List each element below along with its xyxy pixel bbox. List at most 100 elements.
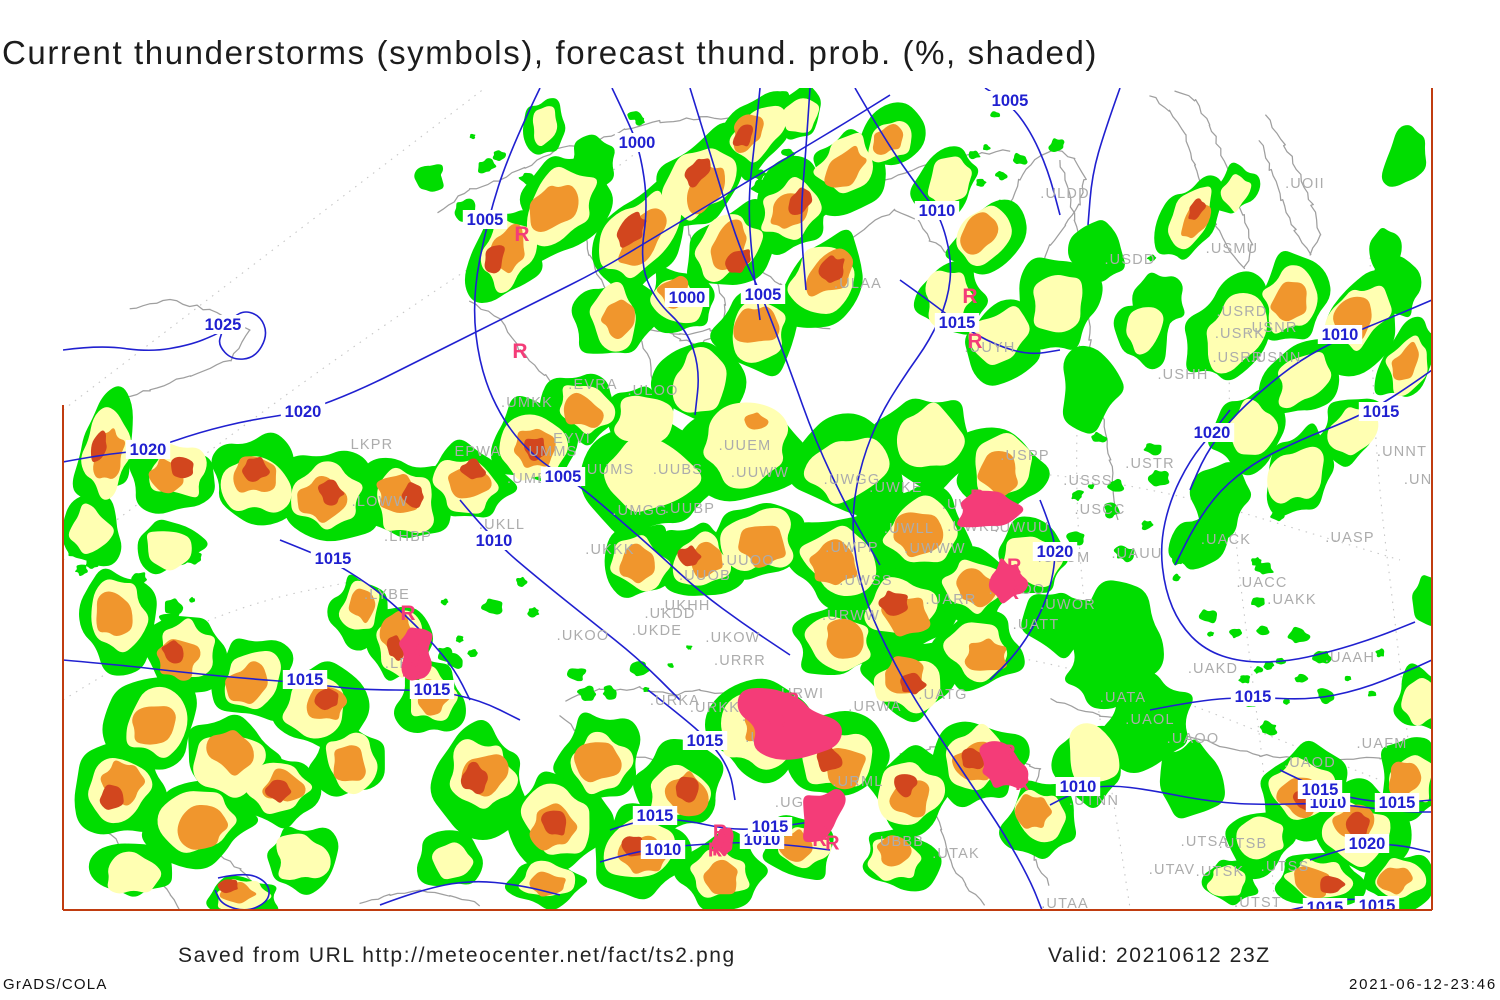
prob-speckle xyxy=(492,150,507,161)
isobar-label: 1015 xyxy=(287,671,324,689)
prob-speckle xyxy=(781,148,796,159)
prob-speckle xyxy=(447,653,463,669)
prob-blob xyxy=(386,635,406,661)
prob-speckle xyxy=(1076,231,1095,246)
prob-blob xyxy=(956,568,998,608)
station-label: .UKLL xyxy=(479,517,525,533)
station-label: .UWUU xyxy=(994,520,1049,536)
prob-speckle xyxy=(1146,254,1157,262)
prob-blob xyxy=(317,479,345,506)
thunderstorm-icon: R xyxy=(986,499,1001,521)
prob-speckle xyxy=(968,150,981,160)
isobar-label-box xyxy=(640,840,686,859)
prob-speckle xyxy=(1259,720,1278,736)
prob-blob xyxy=(177,804,229,850)
isobar-label-box xyxy=(1032,542,1078,561)
station-label: .USMU xyxy=(1206,241,1259,257)
station-label: .UWSS xyxy=(839,573,893,589)
station-label: .UUYH xyxy=(964,340,1015,356)
isobar-line xyxy=(800,88,811,291)
thunderstorm-icon: R xyxy=(814,823,829,845)
station-labels: .ULDD .USMU .USDD .ULAA .USRD.USNR.USRK .USRR… xyxy=(351,176,1432,910)
prob-speckle xyxy=(576,685,597,701)
isobar-label-box xyxy=(614,133,660,152)
thunderstorm-icon: R xyxy=(713,822,728,844)
prob-blob xyxy=(1033,274,1083,333)
prob-blob xyxy=(432,842,474,880)
prob-blob xyxy=(675,776,699,803)
prob-blob xyxy=(961,748,984,770)
station-label: .UTNN xyxy=(1069,793,1119,809)
prob-blob xyxy=(132,706,176,745)
station-label: .UAAH xyxy=(1325,650,1375,666)
isobar-label: 1000 xyxy=(669,289,706,307)
station-label: .UMKK xyxy=(501,395,553,411)
isobar-line xyxy=(689,88,881,566)
prob-speckle xyxy=(1254,562,1274,575)
prob-speckle xyxy=(1270,508,1285,522)
prob-speckle xyxy=(1066,531,1085,546)
station-label: .UACK xyxy=(1201,532,1251,548)
coastline xyxy=(359,889,481,907)
thunderstorm-icon: R xyxy=(812,829,827,851)
prob-blob xyxy=(876,835,912,867)
isobar-label-box xyxy=(409,680,455,699)
prob-blob xyxy=(1236,816,1284,860)
thunderstorm-icon: R xyxy=(407,657,422,679)
prob-blob xyxy=(1294,866,1330,899)
prob-blob xyxy=(782,98,820,133)
station-label: .UTSK xyxy=(1196,864,1245,880)
prob-blob xyxy=(1126,307,1164,355)
station-label: .UKKK xyxy=(585,542,635,558)
isobar-label-box xyxy=(462,210,508,229)
prob-speckle xyxy=(775,91,790,104)
prob-blob xyxy=(732,124,753,147)
prob-speckle xyxy=(1198,609,1218,624)
prob-speckle xyxy=(1147,470,1170,487)
isobar-label: 1020 xyxy=(1349,835,1386,853)
prob-blob xyxy=(603,437,702,512)
station-label: .UWKE xyxy=(869,480,923,496)
prob-blob xyxy=(816,746,843,773)
prob-speckle xyxy=(1207,631,1215,637)
prob-blob xyxy=(459,458,487,480)
isobar-label-box xyxy=(1055,777,1101,796)
prob-blob xyxy=(68,503,114,555)
station-label: .USNR xyxy=(1246,320,1297,336)
prob-blob xyxy=(242,456,270,482)
prob-blob xyxy=(803,437,890,504)
prob-blob xyxy=(677,545,702,567)
station-label: .UWPP xyxy=(825,540,879,556)
prob-speckle xyxy=(686,645,693,650)
thunderstorm-icon: R xyxy=(825,832,840,854)
isobar-line xyxy=(379,880,561,906)
prob-blob xyxy=(1320,875,1346,894)
prob-blob xyxy=(99,784,124,810)
isobar-label-box xyxy=(1358,402,1404,421)
prob-speckle xyxy=(1141,520,1154,531)
prob-blob xyxy=(925,270,974,328)
isobar-label-box xyxy=(914,201,960,220)
prob-blob xyxy=(541,810,567,836)
station-label: .UTSA xyxy=(1181,834,1230,850)
isobar-label: 1020 xyxy=(285,403,322,421)
thunderstorm-icon: R xyxy=(514,223,529,246)
prob-speckle xyxy=(455,635,464,643)
prob-blob xyxy=(1220,174,1252,213)
prob-speckle xyxy=(158,611,180,625)
isobar-label: 1015 xyxy=(315,550,352,568)
station-label: .UKOO xyxy=(557,628,610,644)
isobar-line xyxy=(214,873,270,910)
prob-speckle xyxy=(976,178,987,187)
prob-blob xyxy=(927,156,972,209)
prob-blob xyxy=(616,211,647,248)
isobar-label: 1020 xyxy=(130,441,167,459)
prob-blob xyxy=(1278,351,1332,409)
station-label: UBBB xyxy=(880,834,924,850)
prob-speckle xyxy=(997,199,1008,209)
station-label: .UAOO xyxy=(1167,731,1220,747)
graticule-line xyxy=(879,639,1381,781)
station-label: .UATA xyxy=(1100,690,1147,706)
